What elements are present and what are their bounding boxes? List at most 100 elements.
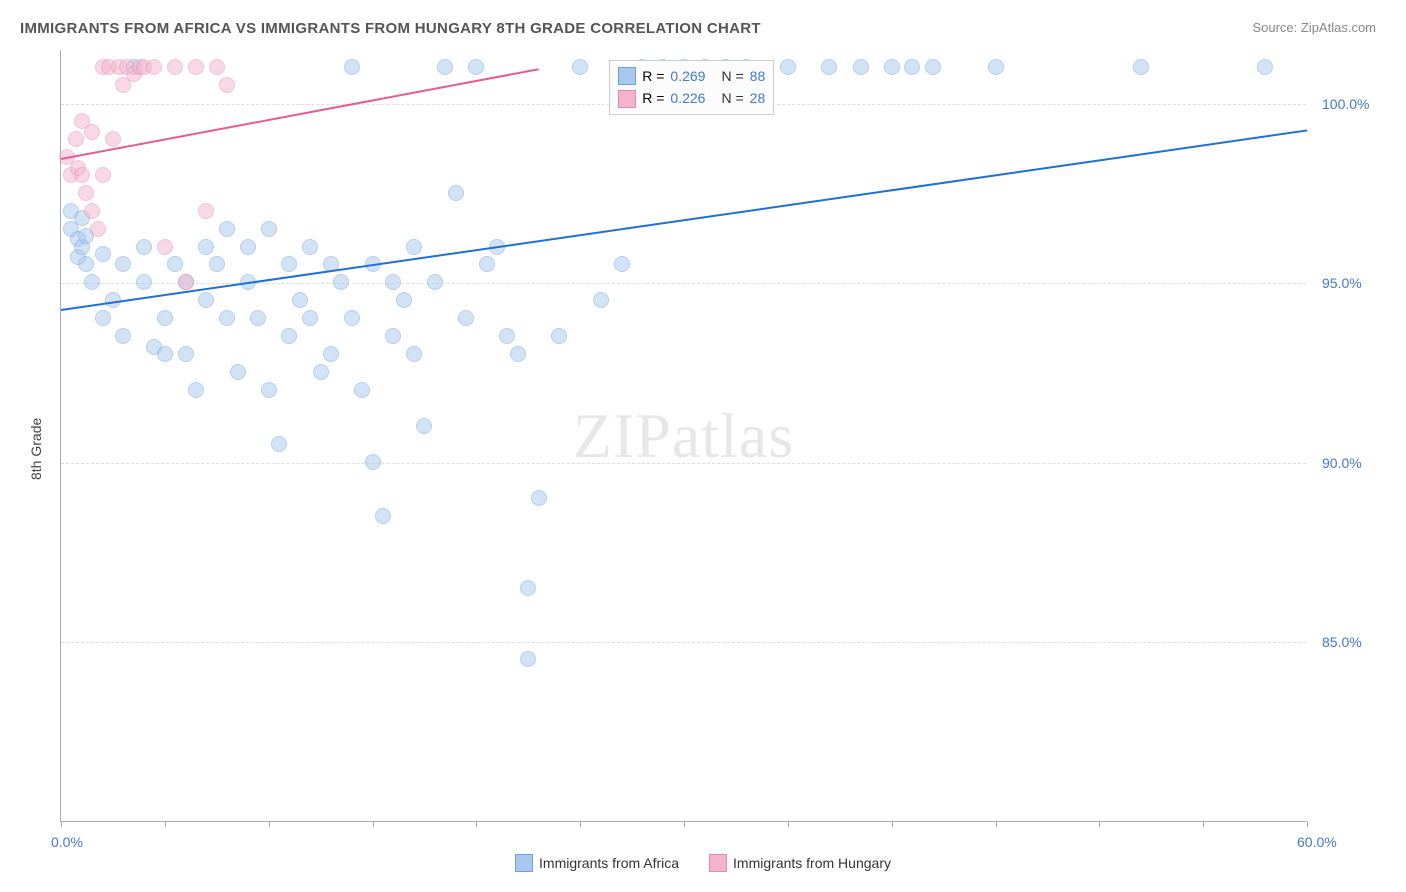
y-tick-label: 85.0% <box>1322 634 1362 650</box>
data-point <box>250 310 266 326</box>
data-point <box>219 77 235 93</box>
data-point <box>821 59 837 75</box>
r-value: 0.226 <box>670 87 705 109</box>
stat-legend-row: R = 0.226N = 28 <box>618 87 765 109</box>
legend-label: Immigrants from Hungary <box>733 855 891 871</box>
data-point <box>853 59 869 75</box>
data-point <box>209 59 225 75</box>
x-tick <box>165 821 166 827</box>
data-point <box>292 292 308 308</box>
x-tick <box>684 821 685 827</box>
n-label: N = <box>721 87 743 109</box>
data-point <box>188 382 204 398</box>
data-point <box>448 185 464 201</box>
data-point <box>136 239 152 255</box>
data-point <box>146 59 162 75</box>
x-tick <box>1203 821 1204 827</box>
source-label: Source: ZipAtlas.com <box>1252 20 1376 35</box>
data-point <box>167 256 183 272</box>
data-point <box>178 346 194 362</box>
data-point <box>333 274 349 290</box>
r-label: R = <box>642 65 664 87</box>
data-point <box>84 203 100 219</box>
data-point <box>468 59 484 75</box>
data-point <box>209 256 225 272</box>
data-point <box>178 274 194 290</box>
data-point <box>385 274 401 290</box>
data-point <box>90 221 106 237</box>
bottom-legend: Immigrants from Africa Immigrants from Hu… <box>0 854 1406 872</box>
x-tick <box>269 821 270 827</box>
data-point <box>531 490 547 506</box>
x-tick-label: 0.0% <box>51 834 83 850</box>
data-point <box>167 59 183 75</box>
y-axis-title: 8th Grade <box>28 418 44 480</box>
data-point <box>78 185 94 201</box>
x-tick <box>476 821 477 827</box>
data-point <box>157 310 173 326</box>
gridline <box>61 642 1306 643</box>
data-point <box>188 59 204 75</box>
data-point <box>84 124 100 140</box>
data-point <box>95 246 111 262</box>
data-point <box>136 274 152 290</box>
data-point <box>375 508 391 524</box>
data-point <box>302 239 318 255</box>
data-point <box>614 256 630 272</box>
data-point <box>458 310 474 326</box>
data-point <box>78 256 94 272</box>
x-tick <box>996 821 997 827</box>
data-point <box>1257 59 1273 75</box>
r-label: R = <box>642 87 664 109</box>
gridline <box>61 463 1306 464</box>
data-point <box>157 239 173 255</box>
data-point <box>479 256 495 272</box>
legend-item: Immigrants from Africa <box>515 854 679 872</box>
data-point <box>74 167 90 183</box>
data-point <box>157 346 173 362</box>
y-tick-label: 100.0% <box>1322 96 1369 112</box>
x-tick-label: 60.0% <box>1297 834 1337 850</box>
data-point <box>406 239 422 255</box>
data-point <box>385 328 401 344</box>
legend-label: Immigrants from Africa <box>539 855 679 871</box>
data-point <box>261 221 277 237</box>
data-point <box>904 59 920 75</box>
data-point <box>95 310 111 326</box>
n-label: N = <box>721 65 743 87</box>
x-tick <box>580 821 581 827</box>
data-point <box>198 239 214 255</box>
data-point <box>365 454 381 470</box>
x-tick <box>61 821 62 827</box>
legend-item: Immigrants from Hungary <box>709 854 891 872</box>
data-point <box>240 239 256 255</box>
data-point <box>323 346 339 362</box>
data-point <box>520 580 536 596</box>
data-point <box>925 59 941 75</box>
legend-swatch <box>709 854 727 872</box>
data-point <box>281 328 297 344</box>
data-point <box>219 310 235 326</box>
legend-swatch <box>618 90 636 108</box>
chart-title: IMMIGRANTS FROM AFRICA VS IMMIGRANTS FRO… <box>20 20 761 37</box>
data-point <box>437 59 453 75</box>
data-point <box>988 59 1004 75</box>
data-point <box>198 203 214 219</box>
data-point <box>344 310 360 326</box>
data-point <box>95 167 111 183</box>
data-point <box>271 436 287 452</box>
stat-legend-row: R = 0.269N = 88 <box>618 65 765 87</box>
data-point <box>520 651 536 667</box>
x-tick <box>1307 821 1308 827</box>
data-point <box>313 364 329 380</box>
data-point <box>84 274 100 290</box>
data-point <box>302 310 318 326</box>
n-value: 88 <box>750 65 766 87</box>
data-point <box>551 328 567 344</box>
legend-swatch <box>618 67 636 85</box>
y-tick-label: 90.0% <box>1322 455 1362 471</box>
x-tick <box>788 821 789 827</box>
data-point <box>1133 59 1149 75</box>
data-point <box>499 328 515 344</box>
data-point <box>230 364 246 380</box>
